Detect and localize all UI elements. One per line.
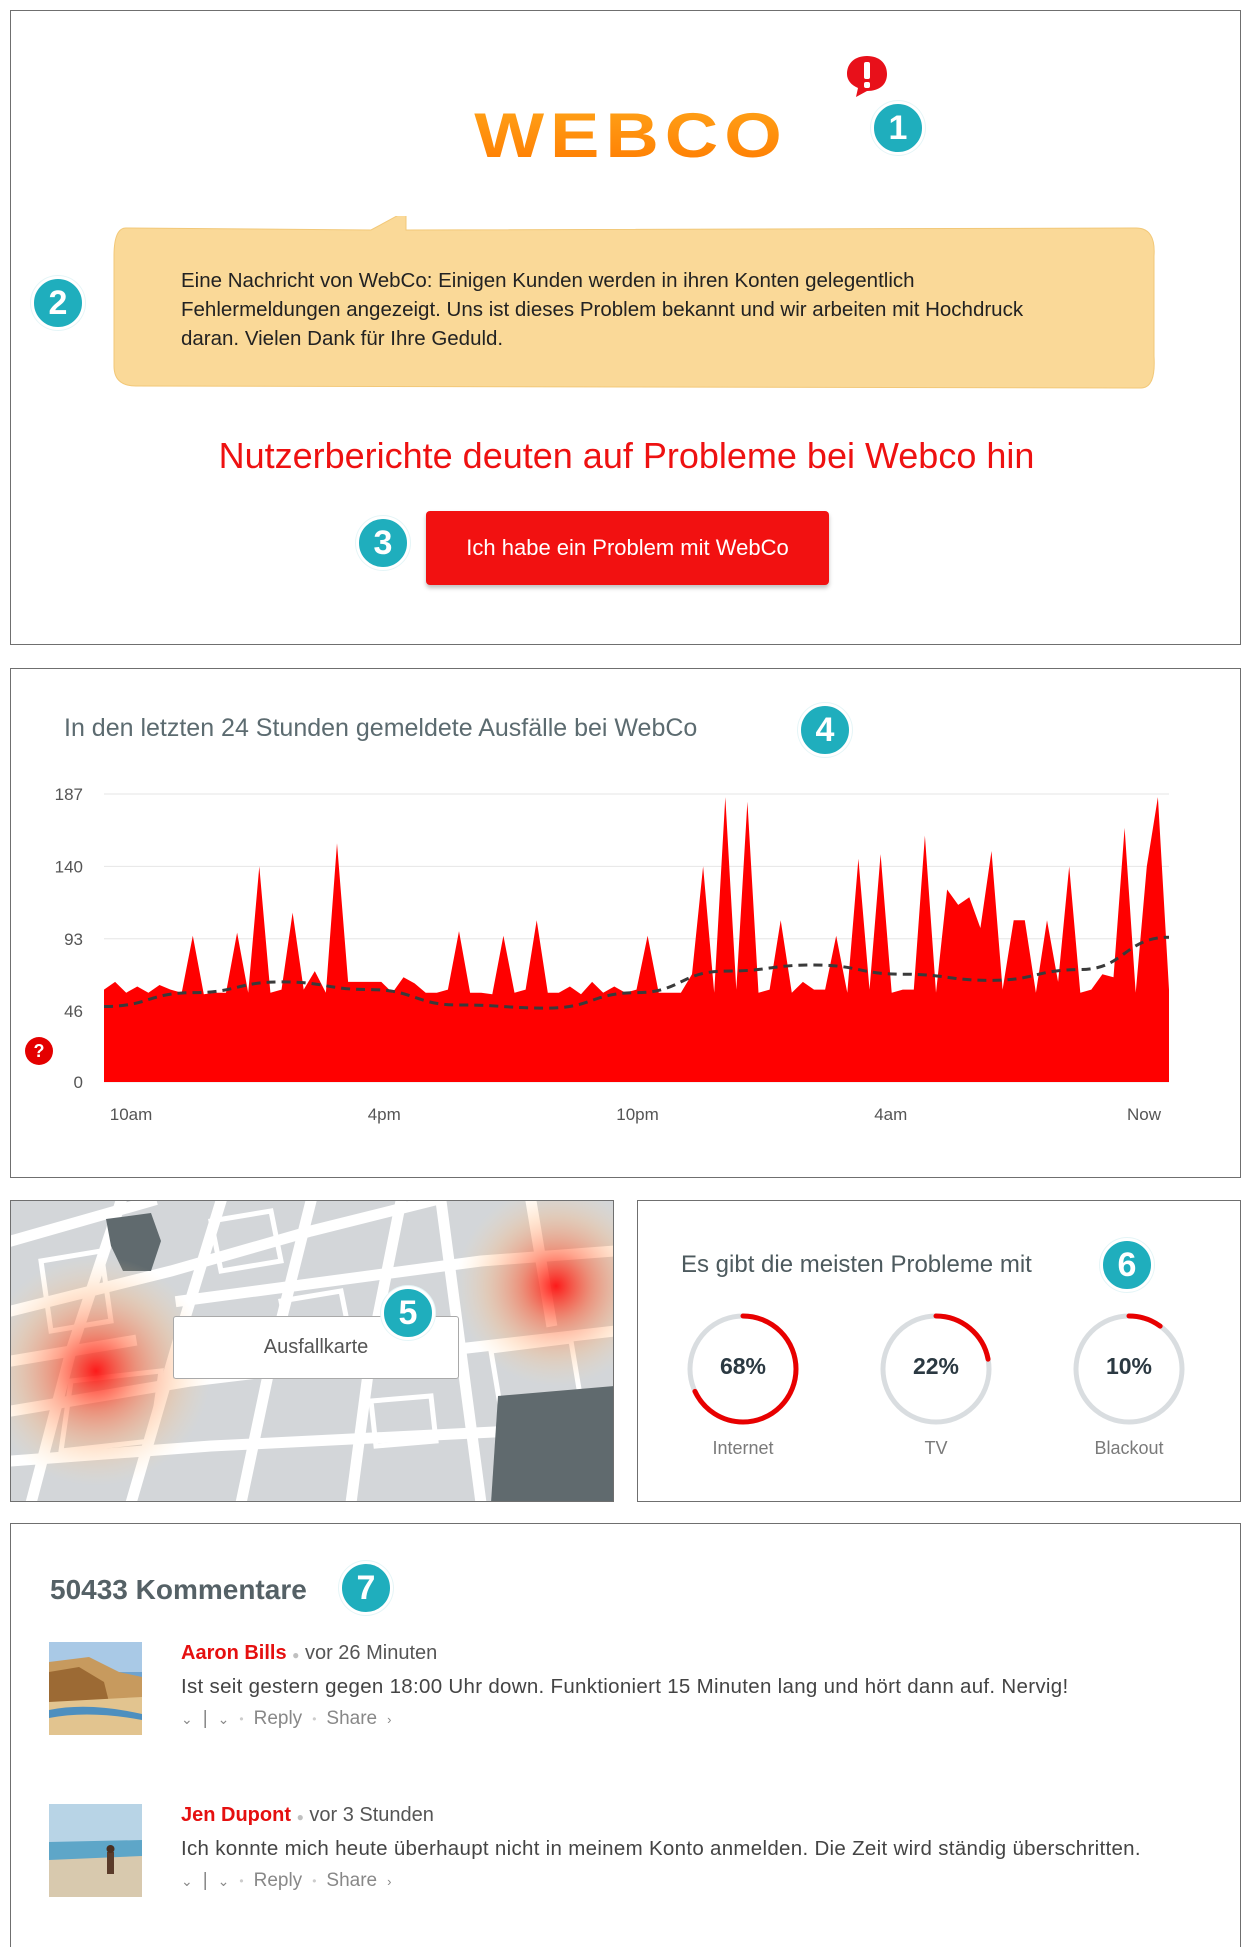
x-tick-label: 4pm [368, 1105, 401, 1124]
logo-text: WEBCO [474, 101, 788, 169]
step-badge-5: 5 [381, 1286, 435, 1340]
comment-text: Ich konnte mich heute überhaupt nicht in… [181, 1837, 1141, 1860]
y-tick-label: 46 [64, 1002, 83, 1021]
category-tv[interactable]: 22% TV [871, 1311, 1001, 1471]
chevron-right-icon: › [387, 1711, 392, 1727]
comment-item: Aaron Bills ● vor 26 Minuten Ist seit ge… [49, 1642, 1229, 1752]
comment-header: Jen Dupont ● vor 3 Stunden [181, 1804, 434, 1827]
categories-title: Es gibt die meisten Probleme mit [681, 1251, 1032, 1278]
outage-series-area [104, 797, 1169, 1082]
outage-chart: 0 46 93 140 187 10am 4pm 10pm 4am Now [55, 785, 1170, 1124]
x-tick-label: 4am [874, 1105, 907, 1124]
comment-author[interactable]: Jen Dupont [181, 1804, 291, 1826]
chart-title: In den letzten 24 Stunden gemeldete Ausf… [64, 714, 698, 742]
outage-hotspot [456, 1201, 613, 1386]
beach-photo-icon [49, 1642, 142, 1735]
category-internet[interactable]: 68% Internet [678, 1311, 808, 1471]
downvote-icon[interactable]: ⌄ [181, 1872, 193, 1889]
category-label: Internet [712, 1438, 774, 1458]
reply-link[interactable]: Reply [253, 1708, 303, 1729]
category-blackout[interactable]: 10% Blackout [1064, 1311, 1194, 1471]
separator-dot: ● [292, 1648, 300, 1662]
share-link[interactable]: Share [326, 1708, 378, 1729]
comment-header: Aaron Bills ● vor 26 Minuten [181, 1642, 437, 1665]
outage-map-panel[interactable]: Ausfallkarte 5 [10, 1200, 614, 1502]
comment-time: vor 3 Stunden [309, 1804, 434, 1826]
separator-dot: • [312, 1874, 317, 1888]
vote-divider: | [202, 1870, 208, 1891]
outage-hotspot [11, 1256, 211, 1486]
comment-text: Ist seit gestern gegen 18:00 Uhr down. F… [181, 1675, 1069, 1698]
comment-item: Jen Dupont ● vor 3 Stunden Ich konnte mi… [49, 1804, 1229, 1914]
status-headline: Nutzerberichte deuten auf Probleme bei W… [218, 435, 1035, 476]
beach-person-photo-icon [49, 1804, 142, 1897]
category-label: TV [924, 1438, 948, 1458]
chevron-right-icon: › [387, 1873, 392, 1889]
outage-chart-panel: In den letzten 24 Stunden gemeldete Ausf… [10, 668, 1241, 1178]
category-percent: 10% [1105, 1353, 1153, 1379]
comment-time: vor 26 Minuten [304, 1642, 438, 1664]
category-ring [880, 1313, 992, 1425]
status-header-panel: WEBCO 1 2 Eine Nachricht von WebCo: Eini… [10, 10, 1241, 645]
category-percent: 22% [912, 1353, 960, 1379]
step-badge-1: 1 [871, 101, 925, 155]
category-label: Blackout [1094, 1438, 1164, 1458]
category-percent: 68% [719, 1353, 767, 1379]
message-bubble [113, 216, 1155, 389]
x-tick-label: Now [1127, 1105, 1162, 1124]
step-badge-4: 4 [798, 703, 852, 757]
report-problem-button[interactable]: Ich habe ein Problem mit WebCo [426, 511, 829, 585]
step-badge-7: 7 [339, 1561, 393, 1615]
alert-icon [847, 56, 887, 97]
step-badge-6: 6 [1100, 1238, 1154, 1292]
x-tick-label: 10pm [616, 1105, 659, 1124]
y-tick-label: 140 [55, 857, 83, 876]
downvote-icon[interactable]: ⌄ [181, 1710, 193, 1727]
category-ring [1073, 1313, 1185, 1425]
chevron-down-icon[interactable]: ⌄ [217, 1710, 230, 1727]
separator-dot: • [239, 1712, 244, 1726]
separator-dot: • [312, 1712, 317, 1726]
separator-dot: • [239, 1874, 244, 1888]
vote-divider: | [202, 1708, 208, 1729]
step-badge-3: 3 [356, 516, 410, 570]
webco-logo: WEBCO [474, 101, 788, 169]
x-tick-label: 10am [110, 1105, 153, 1124]
share-link[interactable]: Share [326, 1870, 378, 1891]
help-icon[interactable]: ? [25, 1037, 53, 1065]
comment-actions: ⌄ | ⌄ • Reply • Share › [181, 1870, 391, 1892]
avatar[interactable] [49, 1642, 142, 1735]
y-tick-label: 187 [55, 785, 83, 804]
reply-link[interactable]: Reply [253, 1870, 303, 1891]
separator-dot: ● [296, 1810, 304, 1824]
problem-categories-panel: Es gibt die meisten Probleme mit 6 68% I… [637, 1200, 1241, 1502]
step-badge-2: 2 [31, 276, 85, 330]
y-tick-label: 0 [74, 1073, 83, 1092]
comments-panel: 50433 Kommentare 7 Aaron Bills ● vor 26 … [10, 1523, 1241, 1947]
comments-title: 50433 Kommentare [50, 1574, 307, 1605]
avatar[interactable] [49, 1804, 142, 1897]
message-text: Eine Nachricht von WebCo: Einigen Kunden… [181, 269, 1024, 350]
chevron-down-icon[interactable]: ⌄ [217, 1872, 230, 1889]
category-ring [687, 1313, 799, 1425]
comment-author[interactable]: Aaron Bills [181, 1642, 287, 1664]
y-tick-label: 93 [64, 930, 83, 949]
comment-actions: ⌄ | ⌄ • Reply • Share › [181, 1708, 391, 1730]
